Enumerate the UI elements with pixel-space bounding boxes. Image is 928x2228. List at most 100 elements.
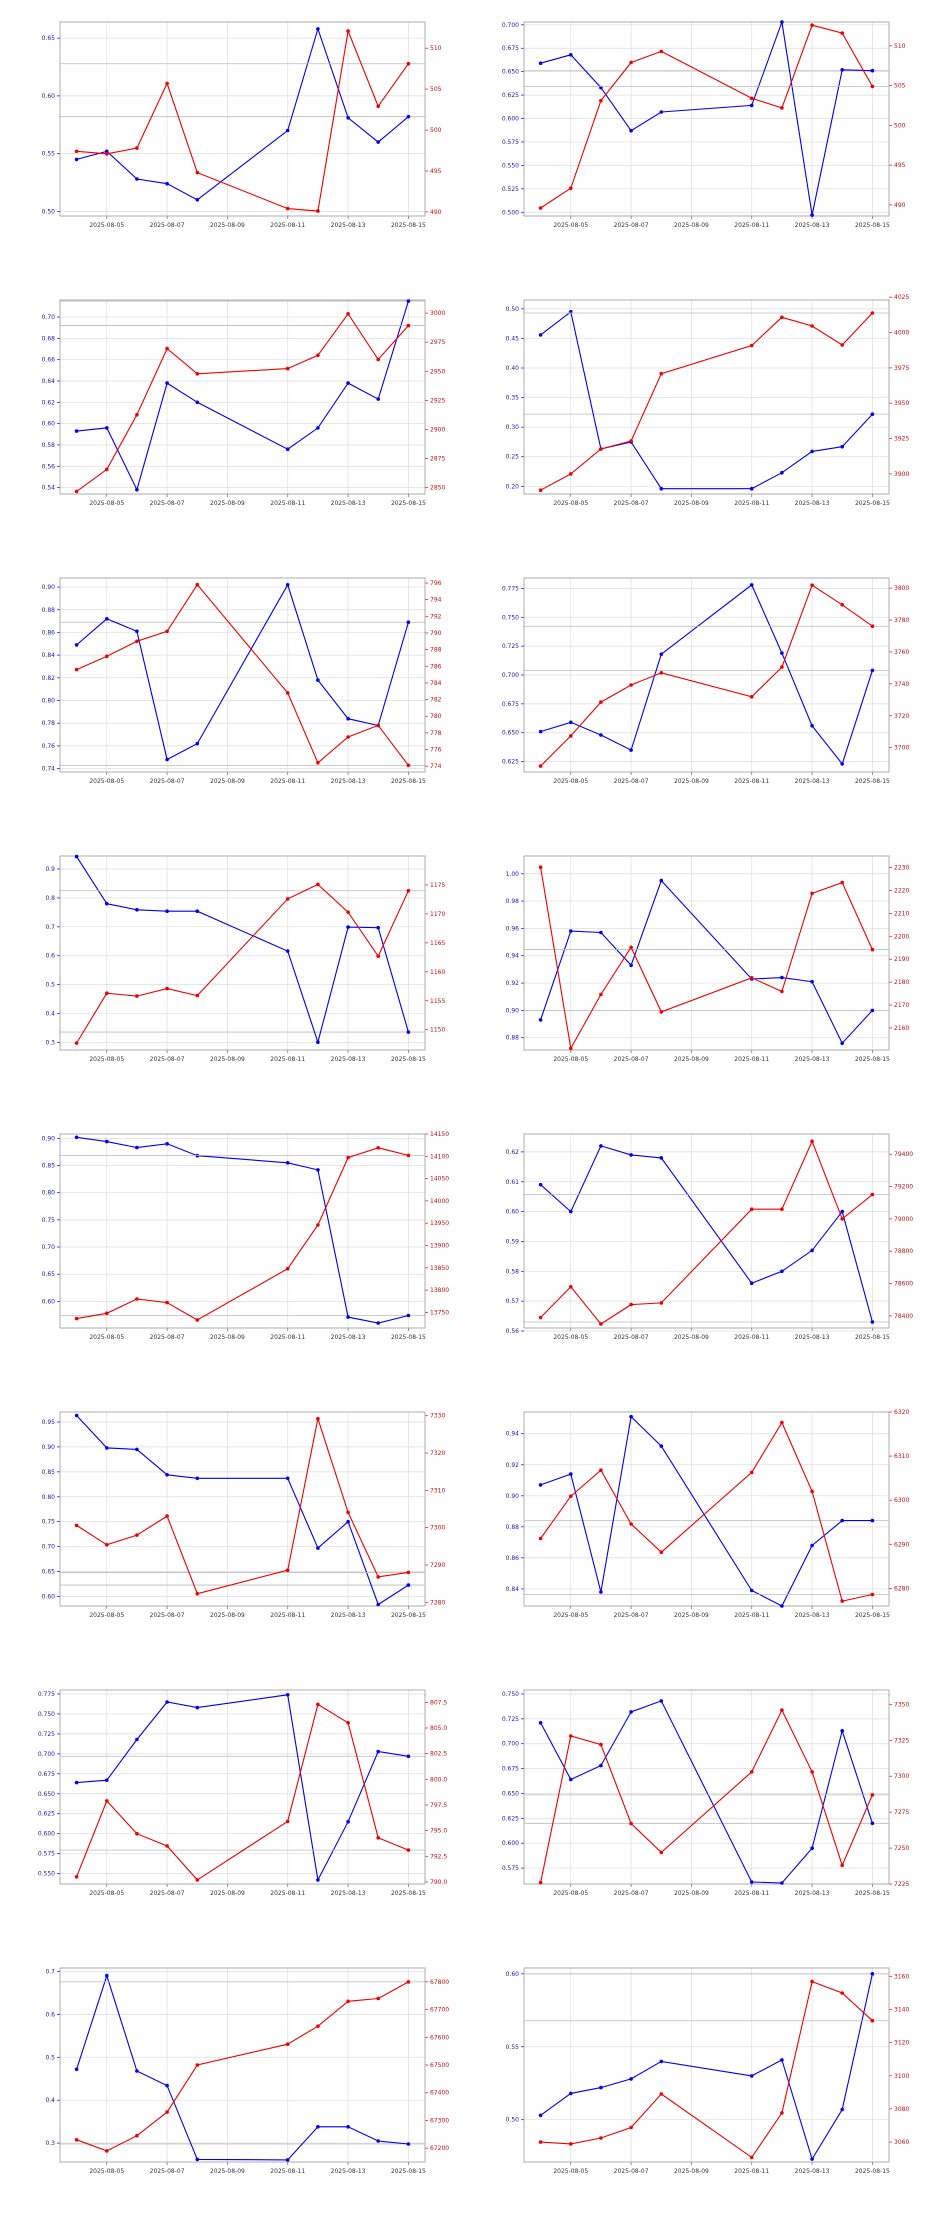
pcr-point xyxy=(376,397,381,401)
plot-frame xyxy=(523,21,890,217)
y2-tick-label: 2170 xyxy=(894,1002,909,1009)
y2-tick-label: 7290 xyxy=(430,1562,445,1569)
x-tick-label: 2025-08-15 xyxy=(855,222,890,229)
y-tick-label: 0.54 xyxy=(42,485,56,492)
y-tick-label: 0.78 xyxy=(42,720,56,727)
y-tick-label: 0.74 xyxy=(42,766,56,773)
pcr-point xyxy=(105,1446,109,1450)
y-tick-label: 0.625 xyxy=(502,759,519,766)
pcr-point xyxy=(780,1604,784,1608)
price-point xyxy=(780,106,784,110)
pcr-point xyxy=(135,1145,139,1150)
pcr-point xyxy=(870,1972,875,1976)
y2-tick-label: 6290 xyxy=(894,1541,909,1548)
y2-tick-label: 67600 xyxy=(430,2034,449,2041)
price-point xyxy=(316,209,320,213)
pcr-point xyxy=(346,1315,350,1319)
pcr-point xyxy=(629,963,633,968)
price-point xyxy=(285,1568,290,1572)
x-tick-label: 2025-08-15 xyxy=(855,1334,890,1341)
pcr-point xyxy=(780,975,784,980)
x-tick-label: 2025-08-09 xyxy=(674,2168,709,2175)
chart-svg: 2025-08-05 2025-08-07 2025-08-09 2025-08-11… xyxy=(42,21,442,229)
y2-tick-label: 796 xyxy=(430,580,442,587)
y2-tick-label: 13800 xyxy=(430,1287,449,1294)
x-tick-label: 2025-08-11 xyxy=(734,778,769,785)
y-tick-label: 0.88 xyxy=(42,607,56,614)
y-tick-label: 0.60 xyxy=(42,1298,56,1305)
y2-tick-label: 67400 xyxy=(430,2090,449,2097)
chart-svg: 2025-08-05 2025-08-07 2025-08-09 2025-08-11… xyxy=(45,1967,449,2175)
pcr-point xyxy=(406,1754,411,1759)
plot-frame xyxy=(523,1689,890,1885)
y-tick-label: 0.500 xyxy=(502,209,519,216)
pcr-point xyxy=(659,1699,664,1703)
y-tick-label: 0.650 xyxy=(502,1790,519,1797)
price-point xyxy=(285,1819,290,1824)
price-point xyxy=(376,1575,381,1579)
y2-tick-label: 782 xyxy=(430,697,442,704)
x-tick-label: 2025-08-07 xyxy=(614,222,649,229)
pcr-point xyxy=(165,381,169,385)
y2-tick-label: 3975 xyxy=(894,365,909,372)
y2-tick-label: 78600 xyxy=(894,1281,913,1288)
pcr-point xyxy=(195,2157,200,2162)
pcr-point xyxy=(406,2142,411,2146)
y2-tick-label: 3080 xyxy=(894,2106,909,2113)
price-point xyxy=(569,1494,573,1498)
price-point xyxy=(195,1318,200,1322)
price-point xyxy=(316,882,320,887)
y-tick-label: 0.90 xyxy=(506,1007,520,1014)
price-point xyxy=(165,986,169,991)
y2-tick-label: 6320 xyxy=(894,1409,909,1416)
pcr-point xyxy=(105,617,109,621)
y2-tick-label: 2975 xyxy=(430,339,445,346)
pcr-series-line xyxy=(540,310,873,490)
price-point xyxy=(569,472,573,476)
y-tick-label: 0.60 xyxy=(42,93,56,100)
pcr-point xyxy=(870,412,875,416)
y2-tick-label: 2190 xyxy=(894,956,909,963)
price-point xyxy=(316,761,320,765)
y2-tick-label: 67300 xyxy=(430,2117,449,2124)
price-point xyxy=(316,353,320,358)
y2-tick-label: 784 xyxy=(430,680,442,687)
plot-frame xyxy=(523,1411,890,1607)
price-point xyxy=(195,2063,200,2067)
pcr-point xyxy=(105,426,109,430)
pcr-point xyxy=(840,1518,844,1523)
price-point xyxy=(659,1301,664,1305)
y-tick-label: 0.85 xyxy=(42,1469,56,1476)
x-tick-label: 2025-08-15 xyxy=(391,1056,426,1063)
price-point xyxy=(538,1315,543,1320)
y-tick-label: 0.7 xyxy=(45,1968,55,1975)
pcr-point xyxy=(316,678,320,682)
pcr-point xyxy=(629,1710,633,1714)
price-point xyxy=(135,994,139,998)
y2-tick-label: 2180 xyxy=(894,979,909,986)
price-point xyxy=(569,1734,573,1738)
x-tick-label: 2025-08-07 xyxy=(614,1612,649,1619)
pcr-series-line xyxy=(76,1415,409,1606)
y-tick-label: 0.600 xyxy=(38,1831,55,1838)
chart-svg: 2025-08-05 2025-08-07 2025-08-09 2025-08-11… xyxy=(506,294,910,507)
price-point xyxy=(599,2136,603,2140)
y2-tick-label: 7325 xyxy=(894,1737,909,1744)
pcr-point xyxy=(780,651,784,655)
y-tick-label: 0.76 xyxy=(42,743,56,750)
pcr-point xyxy=(569,720,573,725)
price-point xyxy=(406,763,411,768)
x-tick-label: 2025-08-11 xyxy=(734,2168,769,2175)
y-tick-label: 0.700 xyxy=(502,1741,519,1748)
y2-tick-label: 505 xyxy=(894,83,906,90)
chart-svg: 2025-08-05 2025-08-07 2025-08-09 2025-08-11… xyxy=(502,1689,909,1897)
y-tick-label: 0.600 xyxy=(502,1840,519,1847)
price-point xyxy=(316,1223,320,1227)
price-point xyxy=(599,1742,603,1747)
pcr-point xyxy=(285,949,290,953)
y2-tick-label: 2210 xyxy=(894,910,909,917)
x-tick-label: 2025-08-13 xyxy=(331,1334,366,1341)
x-tick-label: 2025-08-11 xyxy=(270,778,305,785)
y-tick-label: 0.650 xyxy=(502,730,519,737)
y-tick-label: 0.80 xyxy=(42,1190,56,1197)
